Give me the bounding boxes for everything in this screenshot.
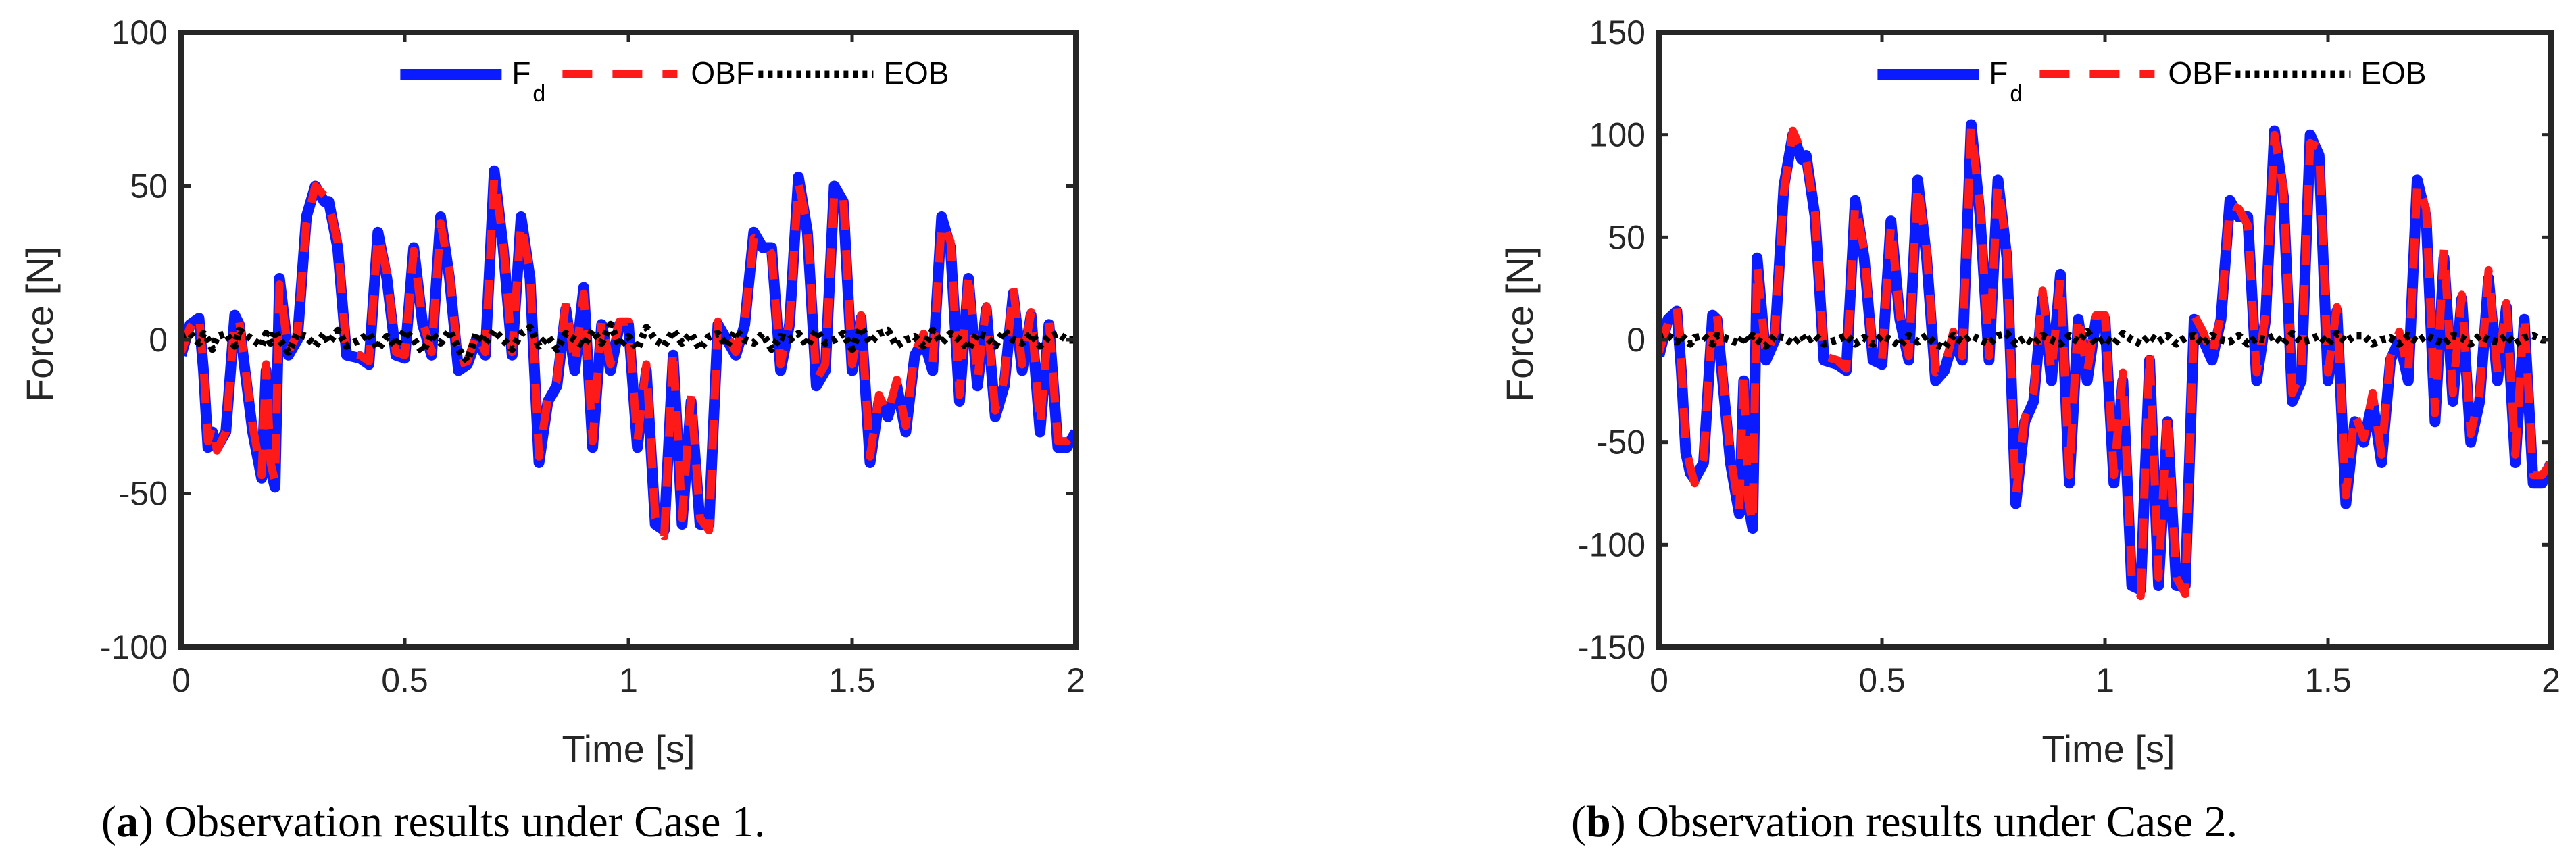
caption-a: (a) Observation results under Case 1. [101,797,765,846]
caption-letter-a: a [116,797,139,846]
caption-b: (b) Observation results under Case 2. [1571,797,2237,846]
x-axis-label-a: Time [s] [562,728,695,770]
caption-letter-b: b [1586,797,1611,846]
x-tick-label-a: 1.5 [828,661,876,699]
caption-text-a: Observation results under Case 1. [164,797,765,846]
y-tick-label-b: 150 [1589,14,1645,51]
y-tick-label-b: 50 [1608,218,1645,256]
y-tick-label-b: 0 [1627,321,1645,359]
x-tick-label-b: 0.5 [1858,661,1906,699]
x-tick-label-a: 0.5 [381,661,428,699]
legend-label-obf-b: OBF [2168,55,2232,91]
legend-a: Fd OBF EOB [400,55,949,107]
y-tick-label-a: 0 [149,321,168,359]
legend-label-eob-a: EOB [883,55,949,91]
y-tick-label-a: 50 [130,168,168,205]
x-axis-label-b: Time [s] [2041,728,2175,770]
x-tick-label-b: 1 [2096,661,2114,699]
legend-label-fd-a: F [512,55,530,91]
y-tick-label-b: -150 [1578,628,1645,666]
y-tick-label-b: -100 [1578,526,1645,563]
plot-area-a: 0 0.5 1 1.5 2 -100 -50 0 50 100 Fd OBF EOB [100,14,1085,699]
y-tick-label-a: -100 [100,628,168,666]
caption-text-b: Observation results under Case 2. [1637,797,2237,846]
series-group-a [181,165,1076,541]
y-tick-label-b: -50 [1597,424,1645,461]
plot-area-b: 0 0.5 1 1.5 2 -150 -100 -50 0 50 100 150 Fd OBF EOB [1578,14,2560,699]
x-tick-label-a: 1 [619,661,638,699]
legend-label-eob-b: EOB [2360,55,2426,91]
legend-label-fd-subscript-b: d [2010,81,2023,107]
x-tick-label-a: 2 [1066,661,1085,699]
legend-label-fd-subscript-a: d [532,81,545,107]
chart-panel-b: 0 0.5 1 1.5 2 -150 -100 -50 0 50 100 150 Fd OBF EOB Ti… [1498,14,2560,846]
y-axis-label-b: Force [N] [1498,247,1541,402]
x-tick-label-b: 2 [2542,661,2560,699]
legend-label-fd-b: F [1989,55,2008,91]
series-line-obf-b [1659,122,2551,601]
series-line-eob-b [1659,328,2551,352]
x-tick-label-b: 1.5 [2304,661,2352,699]
legend-b: Fd OBF EOB [1877,55,2427,107]
y-tick-label-a: -50 [119,475,168,513]
y-tick-label-a: 100 [112,14,168,51]
series-group-b [1659,119,2551,601]
series-line-obf-a [181,172,1076,541]
series-line-eob-a [181,320,1076,365]
y-tick-label-b: 100 [1589,116,1645,154]
legend-label-obf-a: OBF [691,55,755,91]
y-axis-label-a: Force [N] [18,247,61,402]
x-tick-label-a: 0 [172,661,191,699]
x-tick-label-b: 0 [1650,661,1668,699]
